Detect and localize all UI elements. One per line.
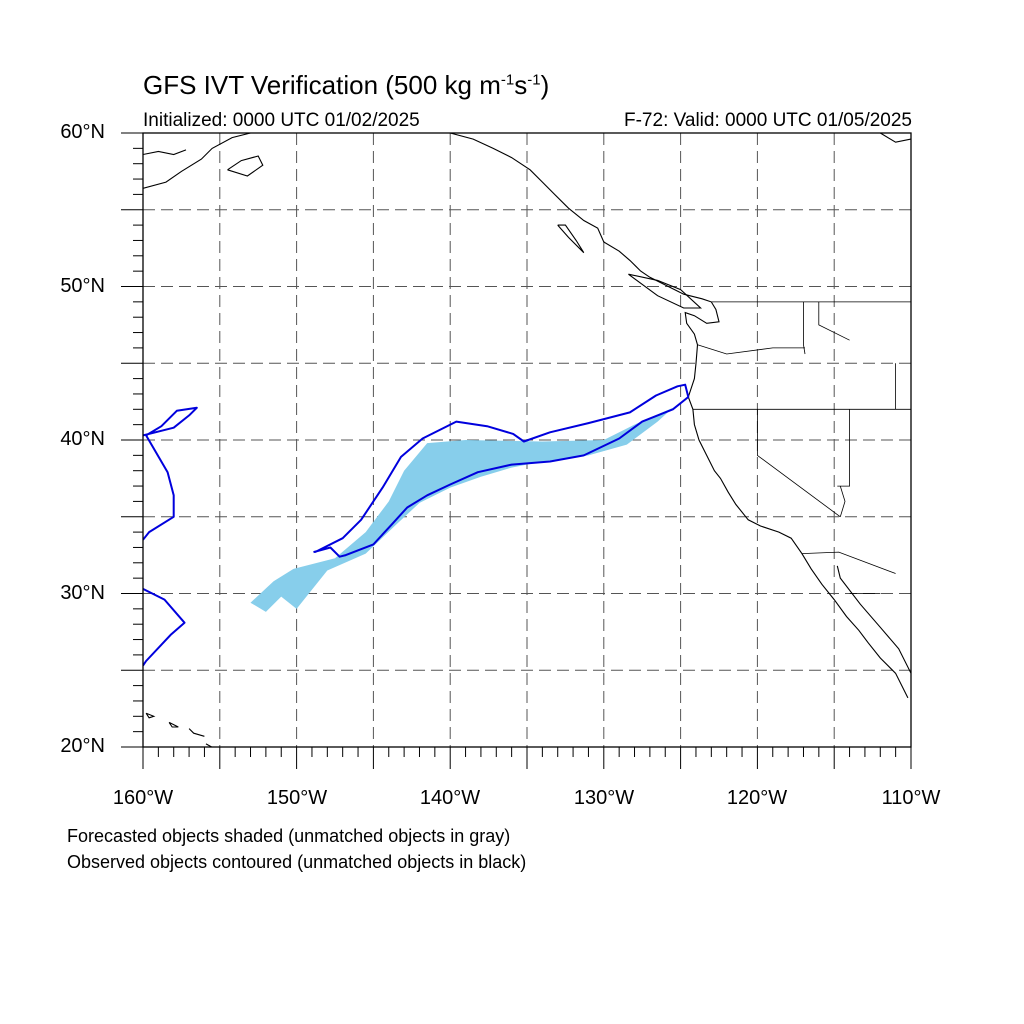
- chart-title: GFS IVT Verification (500 kg m-1s-1): [143, 70, 550, 100]
- border-line: [757, 409, 841, 518]
- forecast-objects: [250, 407, 673, 612]
- border-line: [801, 551, 896, 574]
- coastline-segment: [227, 155, 264, 177]
- lon-label-140w: 140°W: [419, 787, 481, 809]
- observed-contour-west-edge-lower: [143, 588, 186, 667]
- border-line: [803, 301, 806, 355]
- lat-label-20: 20°N: [60, 735, 105, 757]
- border-line: [839, 485, 846, 517]
- coastline-segment: [168, 721, 179, 728]
- coastline-segment: [143, 149, 187, 156]
- axis-ticks: [121, 132, 912, 769]
- coastline-segment: [836, 565, 911, 674]
- forecast-legend-note: Forecasted objects shaded (unmatched obj…: [67, 826, 511, 846]
- lat-label-60: 60°N: [60, 121, 105, 143]
- lon-label-150w: 150°W: [266, 787, 328, 809]
- initialized-label: Initialized: 0000 UTC 01/02/2025: [143, 110, 420, 131]
- coastline-segment: [188, 728, 205, 737]
- lat-label-40: 40°N: [60, 428, 105, 450]
- lat-label-30: 30°N: [60, 582, 105, 604]
- border-line: [837, 409, 850, 487]
- border-line: [818, 301, 850, 341]
- coastline-segment: [143, 133, 251, 189]
- lon-label-130w: 130°W: [573, 787, 635, 809]
- observed-objects: [143, 383, 690, 667]
- coastline-segment: [145, 712, 156, 719]
- lon-label-110w: 110°W: [881, 787, 941, 809]
- coastline-segment: [880, 133, 911, 143]
- lon-label-160w: 160°W: [112, 787, 174, 809]
- observed-legend-note: Observed objects contoured (unmatched ob…: [67, 852, 527, 872]
- coastline-segment: [628, 273, 703, 309]
- valid-time-label: F-72: Valid: 0000 UTC 01/05/2025: [624, 110, 912, 131]
- forecast-ivt-object: [250, 407, 673, 612]
- lon-label-120w: 120°W: [726, 787, 788, 809]
- border-line: [697, 344, 805, 355]
- lat-label-50: 50°N: [60, 275, 105, 297]
- coastline-segment: [557, 224, 585, 254]
- coastline-segment: [450, 133, 909, 699]
- observed-contour-west-edge-upper: [143, 406, 198, 541]
- observed-contour-matched-ar: [313, 383, 690, 558]
- coastlines: [143, 133, 911, 747]
